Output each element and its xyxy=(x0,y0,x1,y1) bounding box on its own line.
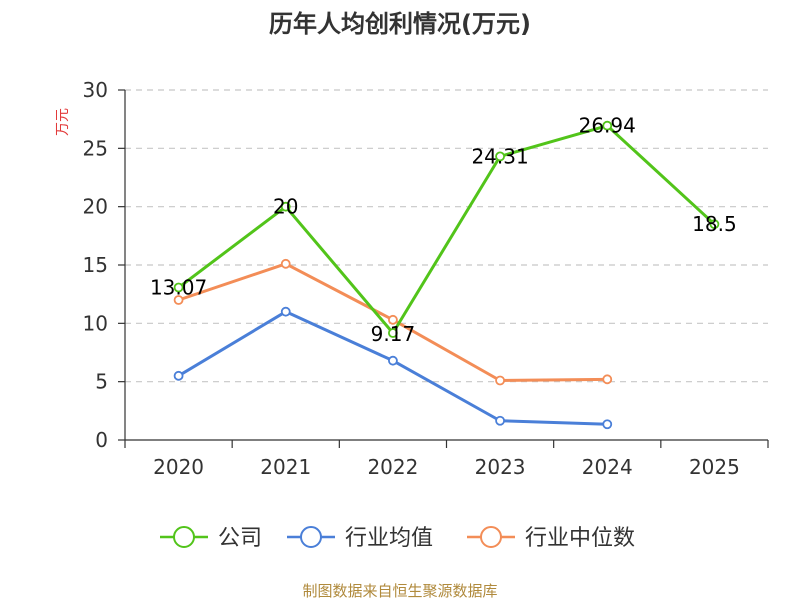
legend-label: 行业均值 xyxy=(345,526,433,551)
y-tick-label: 0 xyxy=(95,428,108,452)
series-line-0 xyxy=(177,124,716,335)
data-point[interactable] xyxy=(173,370,184,381)
data-point[interactable] xyxy=(388,355,398,366)
legend-swatch-marker[interactable] xyxy=(300,526,322,548)
data-point[interactable] xyxy=(280,258,291,269)
legend-swatch-marker[interactable] xyxy=(173,526,195,548)
x-tick-label: 2024 xyxy=(582,455,633,479)
y-tick-label: 20 xyxy=(83,195,108,219)
data-label: 20 xyxy=(273,195,298,219)
data-point[interactable] xyxy=(388,328,398,338)
data-point[interactable] xyxy=(388,314,398,325)
data-point[interactable] xyxy=(280,306,291,317)
x-tick-label: 2023 xyxy=(475,455,526,479)
data-point[interactable] xyxy=(602,374,613,385)
data-point[interactable] xyxy=(709,219,720,230)
x-tick-label: 2020 xyxy=(153,455,204,479)
x-tick-label: 2025 xyxy=(689,455,740,479)
legend-label: 公司 xyxy=(218,526,262,551)
data-point[interactable] xyxy=(495,151,505,162)
data-point[interactable] xyxy=(280,201,291,212)
legend-label: 行业中位数 xyxy=(525,526,635,551)
data-label: 9.17 xyxy=(371,322,416,346)
chart-title: 历年人均创利情况(万元) xyxy=(269,10,531,38)
x-tick-label: 2021 xyxy=(260,455,311,479)
y-axis-label: 万元 xyxy=(55,108,71,136)
data-point[interactable] xyxy=(602,120,613,131)
y-tick-label: 15 xyxy=(83,253,108,277)
y-tick-label: 30 xyxy=(83,78,108,102)
data-label: 24.31 xyxy=(471,144,528,168)
data-point[interactable] xyxy=(173,295,184,305)
y-tick-label: 5 xyxy=(95,370,108,394)
x-tick-label: 2022 xyxy=(367,455,418,479)
data-label: 13.07 xyxy=(150,276,207,300)
data-source-footer: 制图数据来自恒生聚源数据库 xyxy=(302,582,497,600)
data-label: 18.5 xyxy=(692,212,737,236)
y-tick-label: 10 xyxy=(83,311,108,335)
y-tick-label: 25 xyxy=(83,136,108,160)
data-point[interactable] xyxy=(495,375,505,386)
data-label: 26.94 xyxy=(579,114,636,138)
legend-swatch-marker[interactable] xyxy=(480,526,502,548)
data-point[interactable] xyxy=(602,419,613,430)
data-point[interactable] xyxy=(173,282,184,293)
data-point[interactable] xyxy=(495,415,505,426)
